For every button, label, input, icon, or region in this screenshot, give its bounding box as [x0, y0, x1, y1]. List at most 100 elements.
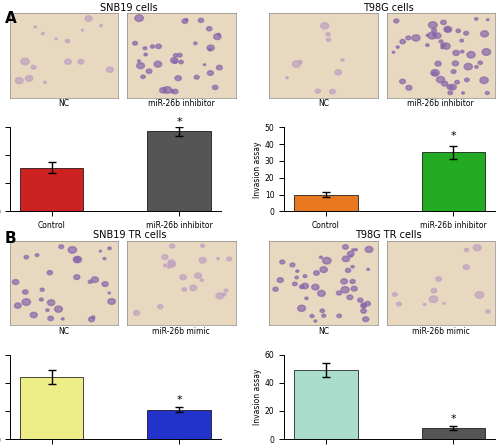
Circle shape — [486, 91, 489, 95]
Circle shape — [436, 77, 444, 83]
Circle shape — [108, 299, 116, 304]
Text: *: * — [450, 414, 456, 424]
Circle shape — [36, 254, 39, 256]
Circle shape — [464, 248, 468, 252]
Circle shape — [136, 63, 144, 69]
Circle shape — [400, 79, 406, 84]
Circle shape — [351, 266, 354, 268]
Circle shape — [432, 72, 437, 76]
Circle shape — [298, 305, 306, 311]
Circle shape — [347, 295, 353, 300]
Text: A: A — [5, 11, 17, 26]
Circle shape — [453, 50, 460, 56]
Bar — [148, 131, 212, 211]
X-axis label: miR-26b inhibitor: miR-26b inhibitor — [148, 99, 214, 108]
Circle shape — [441, 47, 444, 49]
Circle shape — [305, 297, 308, 300]
Circle shape — [312, 284, 319, 290]
Circle shape — [322, 314, 326, 317]
X-axis label: miR-26b mimic: miR-26b mimic — [412, 327, 470, 336]
Circle shape — [103, 258, 106, 260]
Title: SNB19 cells: SNB19 cells — [100, 3, 158, 13]
Text: *: * — [450, 131, 456, 141]
Circle shape — [206, 26, 212, 31]
Circle shape — [396, 302, 402, 306]
Circle shape — [100, 25, 102, 27]
X-axis label: NC: NC — [318, 99, 329, 108]
Circle shape — [303, 275, 307, 278]
Circle shape — [424, 303, 426, 306]
Circle shape — [298, 60, 302, 64]
Circle shape — [194, 75, 199, 79]
Circle shape — [277, 278, 283, 282]
Circle shape — [340, 279, 347, 284]
Circle shape — [132, 41, 138, 45]
Circle shape — [135, 15, 143, 22]
Circle shape — [482, 49, 490, 55]
Circle shape — [44, 81, 46, 83]
Circle shape — [54, 306, 62, 312]
Circle shape — [163, 86, 172, 93]
Circle shape — [361, 303, 366, 307]
Circle shape — [464, 31, 468, 35]
Circle shape — [351, 286, 357, 291]
Circle shape — [106, 67, 114, 72]
Circle shape — [460, 39, 464, 42]
Circle shape — [26, 76, 33, 81]
Circle shape — [447, 85, 453, 90]
Circle shape — [222, 293, 226, 296]
Circle shape — [464, 78, 469, 82]
Circle shape — [182, 19, 188, 23]
Circle shape — [292, 61, 300, 67]
Circle shape — [88, 317, 94, 322]
Circle shape — [480, 31, 488, 37]
Circle shape — [474, 245, 481, 251]
Circle shape — [475, 292, 484, 298]
Circle shape — [66, 39, 70, 43]
Circle shape — [326, 38, 330, 41]
Title: T98G cells: T98G cells — [364, 3, 414, 13]
Text: B: B — [5, 231, 16, 246]
Circle shape — [74, 257, 80, 262]
Circle shape — [290, 263, 295, 267]
Circle shape — [436, 277, 442, 281]
Circle shape — [396, 46, 399, 48]
Circle shape — [194, 273, 202, 278]
Circle shape — [227, 257, 232, 261]
Circle shape — [346, 268, 350, 272]
Circle shape — [174, 54, 178, 57]
Circle shape — [160, 88, 166, 93]
Circle shape — [292, 282, 297, 286]
Bar — [294, 370, 358, 439]
Circle shape — [434, 33, 441, 39]
Circle shape — [208, 48, 212, 51]
Circle shape — [314, 271, 320, 275]
Circle shape — [320, 309, 324, 312]
Circle shape — [21, 58, 29, 65]
Circle shape — [480, 77, 488, 83]
Circle shape — [348, 251, 354, 256]
Circle shape — [216, 65, 222, 70]
Circle shape — [350, 280, 355, 284]
Circle shape — [46, 309, 49, 311]
Circle shape — [34, 26, 36, 28]
Circle shape — [450, 85, 456, 90]
X-axis label: NC: NC — [318, 327, 329, 336]
Circle shape — [451, 70, 456, 73]
Y-axis label: Invasion assay: Invasion assay — [253, 141, 262, 198]
Circle shape — [448, 91, 452, 95]
Circle shape — [350, 255, 352, 257]
Circle shape — [439, 40, 443, 43]
Circle shape — [168, 260, 175, 266]
Circle shape — [146, 69, 152, 73]
Circle shape — [108, 292, 110, 294]
Circle shape — [48, 300, 55, 306]
Circle shape — [179, 60, 184, 64]
X-axis label: miR-26b mimic: miR-26b mimic — [152, 327, 210, 336]
X-axis label: NC: NC — [58, 327, 70, 336]
Circle shape — [212, 85, 218, 90]
Circle shape — [40, 298, 44, 301]
Text: *: * — [176, 395, 182, 405]
Circle shape — [172, 89, 178, 94]
Circle shape — [455, 81, 460, 84]
